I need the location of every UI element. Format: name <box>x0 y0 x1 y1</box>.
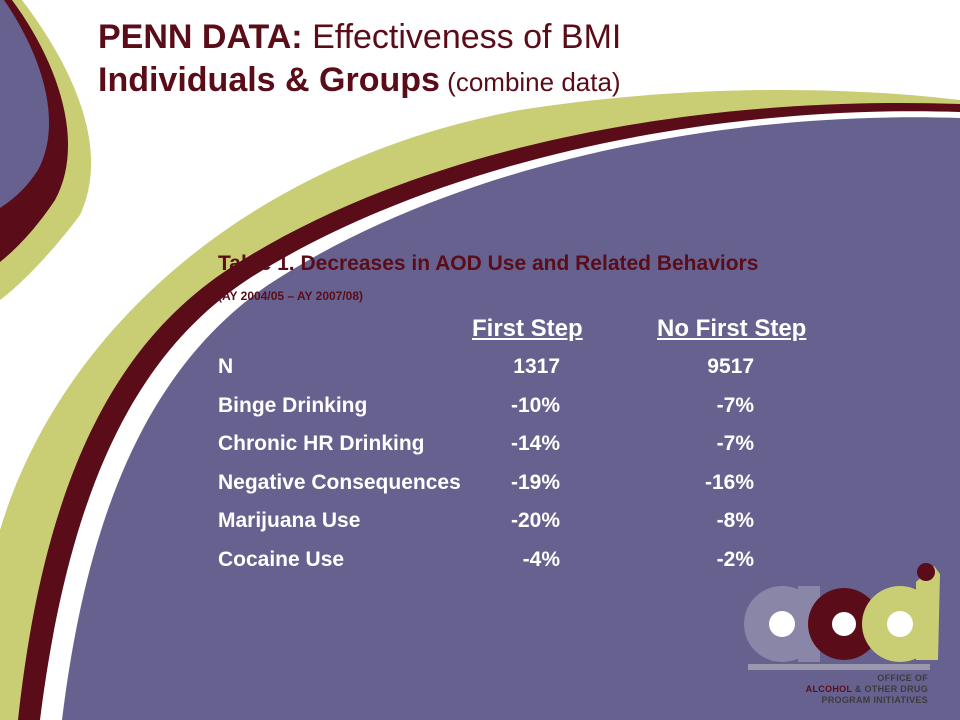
table-subcaption: (AY 2004/05 – AY 2007/08) <box>218 289 364 303</box>
logo-underline-bar <box>748 664 930 670</box>
logo-line-1: OFFICE OF <box>877 673 928 683</box>
slide-title: PENN DATA: Effectiveness of BMI Individu… <box>98 18 621 100</box>
purple-leaf <box>62 117 960 720</box>
title-line-1: PENN DATA: Effectiveness of BMI <box>98 18 621 57</box>
first-step-value: -20% <box>510 509 560 532</box>
first-step-value: -4% <box>522 547 560 571</box>
maroon-sweep <box>18 102 960 720</box>
row-label: Binge Drinking <box>218 393 368 417</box>
title-bold: PENN DATA: <box>98 18 303 56</box>
first-step-value: 1317 <box>513 355 560 378</box>
row-label: N <box>218 355 234 378</box>
title-rest: Effectiveness of BMI <box>302 18 622 56</box>
no-first-step-value: -16% <box>704 470 754 494</box>
no-first-step-value: 9517 <box>707 355 754 378</box>
olive-sweep <box>0 89 960 720</box>
logo-line-3: PROGRAM INITIATIVES <box>821 695 928 705</box>
no-first-step-value: -2% <box>716 547 754 571</box>
aod-logo <box>744 563 940 670</box>
subtitle-bold: Individuals & Groups <box>98 61 440 100</box>
subtitle-rest: (combine data) <box>439 67 621 98</box>
no-first-step-value: -8% <box>716 509 754 532</box>
row-label: Negative Consequences <box>218 470 461 494</box>
left-purple-swoosh <box>0 0 50 208</box>
no-first-step-value: -7% <box>716 432 754 455</box>
first-step-value: -19% <box>510 470 560 494</box>
logo-line-2b: & OTHER DRUG <box>854 684 928 694</box>
logo-line-2a: ALCOHOL <box>805 684 855 694</box>
column-header-no-first-step: No First Step <box>657 315 807 342</box>
first-step-value: -10% <box>510 393 560 417</box>
column-header-first-step: First Step <box>472 315 583 342</box>
logo-line-2: ALCOHOL & OTHER DRUG <box>752 684 928 695</box>
row-label: Cocaine Use <box>218 547 345 571</box>
row-label: Marijuana Use <box>218 509 361 532</box>
table-caption: Table 1. Decreases in AOD Use and Relate… <box>218 252 759 275</box>
no-first-step-value: -7% <box>716 393 754 417</box>
logo-caption: OFFICE OF ALCOHOL & OTHER DRUG PROGRAM I… <box>752 673 928 706</box>
row-label: Chronic HR Drinking <box>218 432 425 455</box>
title-line-2: Individuals & Groups (combine data) <box>98 61 621 100</box>
first-step-value: -14% <box>510 432 560 455</box>
